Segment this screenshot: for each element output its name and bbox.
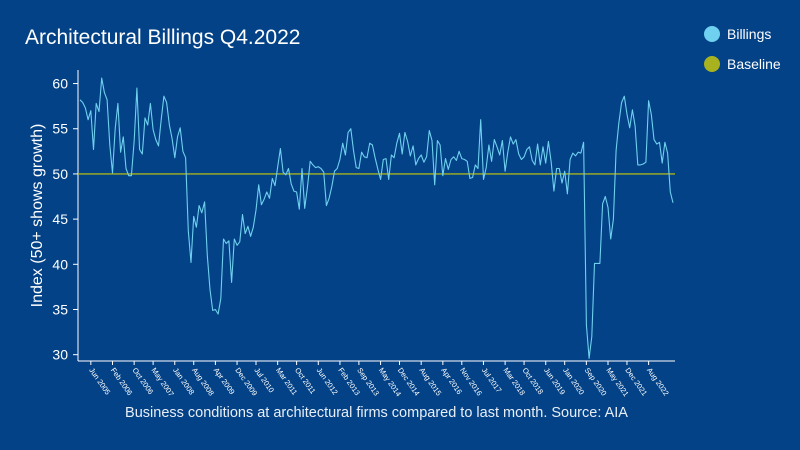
y-tick-label-60: 60 <box>52 76 68 92</box>
y-tick-label-45: 45 <box>52 211 68 227</box>
y-axis-label: Index (50+ shows growth) <box>29 124 46 308</box>
legend-item-billings[interactable]: Billings <box>704 24 781 44</box>
legend-item-baseline[interactable]: Baseline <box>704 54 781 74</box>
billings-series-line <box>79 77 674 359</box>
y-tick-label-55: 55 <box>52 121 68 137</box>
x-tick-label-27: Aug 2022 <box>645 366 671 397</box>
legend-label-billings: Billings <box>727 26 772 42</box>
billings-legend-marker <box>704 26 720 42</box>
chart-title: Architectural Billings Q4.2022 <box>25 26 301 49</box>
y-tick-label-50: 50 <box>52 166 68 182</box>
y-tick-label-35: 35 <box>52 301 68 317</box>
legend-label-baseline: Baseline <box>727 56 781 72</box>
legend: Billings Baseline <box>704 24 781 84</box>
y-tick-label-40: 40 <box>52 256 68 272</box>
y-tick-label-30: 30 <box>52 347 68 363</box>
chart-caption: Business conditions at architectural fir… <box>125 405 628 421</box>
baseline-legend-marker <box>704 56 720 72</box>
